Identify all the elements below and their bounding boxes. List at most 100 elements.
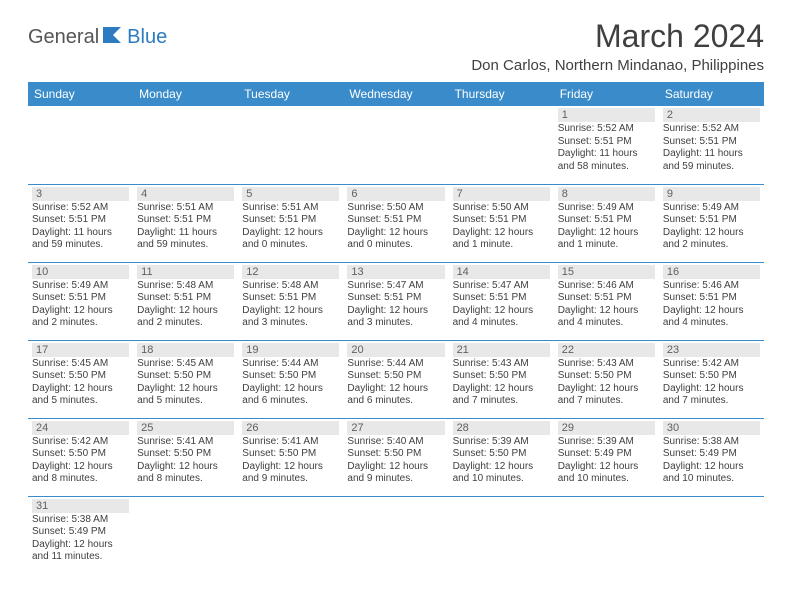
day-number: 10	[32, 265, 129, 279]
sunset-text: Sunset: 5:50 PM	[558, 370, 655, 383]
calendar-cell	[133, 106, 238, 184]
calendar-cell: 2Sunrise: 5:52 AMSunset: 5:51 PMDaylight…	[659, 106, 764, 184]
daylight-text: Daylight: 11 hours and 59 minutes.	[663, 148, 760, 173]
sunset-text: Sunset: 5:51 PM	[558, 214, 655, 227]
daylight-text: Daylight: 12 hours and 7 minutes.	[663, 383, 760, 408]
calendar-cell: 18Sunrise: 5:45 AMSunset: 5:50 PMDayligh…	[133, 340, 238, 418]
calendar-cell: 14Sunrise: 5:47 AMSunset: 5:51 PMDayligh…	[449, 262, 554, 340]
sunset-text: Sunset: 5:50 PM	[663, 370, 760, 383]
day-number: 18	[137, 343, 234, 357]
sunrise-text: Sunrise: 5:39 AM	[453, 436, 550, 449]
sunrise-text: Sunrise: 5:47 AM	[347, 280, 444, 293]
sunrise-text: Sunrise: 5:51 AM	[242, 202, 339, 215]
calendar-cell: 6Sunrise: 5:50 AMSunset: 5:51 PMDaylight…	[343, 184, 448, 262]
day-number: 4	[137, 187, 234, 201]
day-number: 3	[32, 187, 129, 201]
sunrise-text: Sunrise: 5:45 AM	[32, 358, 129, 371]
calendar-cell: 12Sunrise: 5:48 AMSunset: 5:51 PMDayligh…	[238, 262, 343, 340]
calendar-cell: 13Sunrise: 5:47 AMSunset: 5:51 PMDayligh…	[343, 262, 448, 340]
calendar-cell: 21Sunrise: 5:43 AMSunset: 5:50 PMDayligh…	[449, 340, 554, 418]
sunrise-text: Sunrise: 5:45 AM	[137, 358, 234, 371]
day-number: 30	[663, 421, 760, 435]
calendar-cell: 5Sunrise: 5:51 AMSunset: 5:51 PMDaylight…	[238, 184, 343, 262]
calendar-row: 3Sunrise: 5:52 AMSunset: 5:51 PMDaylight…	[28, 184, 764, 262]
day-number: 6	[347, 187, 444, 201]
calendar-cell: 11Sunrise: 5:48 AMSunset: 5:51 PMDayligh…	[133, 262, 238, 340]
daylight-text: Daylight: 12 hours and 7 minutes.	[453, 383, 550, 408]
day-number: 5	[242, 187, 339, 201]
day-number: 24	[32, 421, 129, 435]
daylight-text: Daylight: 12 hours and 0 minutes.	[347, 227, 444, 252]
sunrise-text: Sunrise: 5:52 AM	[663, 123, 760, 136]
day-number: 31	[32, 499, 129, 513]
day-number: 17	[32, 343, 129, 357]
calendar-cell: 20Sunrise: 5:44 AMSunset: 5:50 PMDayligh…	[343, 340, 448, 418]
sunrise-text: Sunrise: 5:52 AM	[558, 123, 655, 136]
daylight-text: Daylight: 12 hours and 9 minutes.	[347, 461, 444, 486]
calendar-row: 24Sunrise: 5:42 AMSunset: 5:50 PMDayligh…	[28, 418, 764, 496]
calendar-cell: 16Sunrise: 5:46 AMSunset: 5:51 PMDayligh…	[659, 262, 764, 340]
sunset-text: Sunset: 5:50 PM	[32, 370, 129, 383]
sunset-text: Sunset: 5:50 PM	[242, 370, 339, 383]
daylight-text: Daylight: 12 hours and 2 minutes.	[137, 305, 234, 330]
sunset-text: Sunset: 5:51 PM	[558, 292, 655, 305]
calendar-row: 1Sunrise: 5:52 AMSunset: 5:51 PMDaylight…	[28, 106, 764, 184]
logo-text-blue: Blue	[127, 26, 167, 49]
calendar-cell: 23Sunrise: 5:42 AMSunset: 5:50 PMDayligh…	[659, 340, 764, 418]
daylight-text: Daylight: 12 hours and 3 minutes.	[242, 305, 339, 330]
daylight-text: Daylight: 12 hours and 9 minutes.	[242, 461, 339, 486]
day-number: 12	[242, 265, 339, 279]
sunrise-text: Sunrise: 5:43 AM	[558, 358, 655, 371]
header: General Blue March 2024 Don Carlos, Nort…	[28, 18, 764, 74]
daylight-text: Daylight: 11 hours and 58 minutes.	[558, 148, 655, 173]
day-number: 13	[347, 265, 444, 279]
sunrise-text: Sunrise: 5:48 AM	[137, 280, 234, 293]
sunset-text: Sunset: 5:49 PM	[663, 448, 760, 461]
sunset-text: Sunset: 5:51 PM	[137, 292, 234, 305]
day-number: 8	[558, 187, 655, 201]
sunrise-text: Sunrise: 5:41 AM	[242, 436, 339, 449]
calendar-cell	[343, 106, 448, 184]
calendar-row: 10Sunrise: 5:49 AMSunset: 5:51 PMDayligh…	[28, 262, 764, 340]
calendar-cell: 1Sunrise: 5:52 AMSunset: 5:51 PMDaylight…	[554, 106, 659, 184]
calendar-cell	[343, 496, 448, 574]
daylight-text: Daylight: 12 hours and 1 minute.	[558, 227, 655, 252]
day-number: 28	[453, 421, 550, 435]
calendar-cell	[28, 106, 133, 184]
day-number: 26	[242, 421, 339, 435]
sunrise-text: Sunrise: 5:38 AM	[32, 514, 129, 527]
sunrise-text: Sunrise: 5:48 AM	[242, 280, 339, 293]
sunset-text: Sunset: 5:51 PM	[663, 214, 760, 227]
sunrise-text: Sunrise: 5:46 AM	[558, 280, 655, 293]
daylight-text: Daylight: 12 hours and 11 minutes.	[32, 539, 129, 564]
sunset-text: Sunset: 5:50 PM	[242, 448, 339, 461]
sunrise-text: Sunrise: 5:49 AM	[663, 202, 760, 215]
daylight-text: Daylight: 12 hours and 10 minutes.	[558, 461, 655, 486]
daylight-text: Daylight: 12 hours and 10 minutes.	[663, 461, 760, 486]
sunrise-text: Sunrise: 5:40 AM	[347, 436, 444, 449]
sunrise-text: Sunrise: 5:50 AM	[347, 202, 444, 215]
daylight-text: Daylight: 11 hours and 59 minutes.	[137, 227, 234, 252]
sunset-text: Sunset: 5:49 PM	[558, 448, 655, 461]
logo: General Blue	[28, 26, 167, 49]
sunset-text: Sunset: 5:51 PM	[32, 214, 129, 227]
daylight-text: Daylight: 12 hours and 3 minutes.	[347, 305, 444, 330]
sunset-text: Sunset: 5:51 PM	[453, 292, 550, 305]
daylight-text: Daylight: 12 hours and 6 minutes.	[347, 383, 444, 408]
day-number: 11	[137, 265, 234, 279]
daylight-text: Daylight: 12 hours and 8 minutes.	[32, 461, 129, 486]
daylight-text: Daylight: 12 hours and 0 minutes.	[242, 227, 339, 252]
calendar-cell: 31Sunrise: 5:38 AMSunset: 5:49 PMDayligh…	[28, 496, 133, 574]
col-monday: Monday	[133, 82, 238, 106]
sunset-text: Sunset: 5:50 PM	[32, 448, 129, 461]
sunrise-text: Sunrise: 5:50 AM	[453, 202, 550, 215]
sunrise-text: Sunrise: 5:47 AM	[453, 280, 550, 293]
sunrise-text: Sunrise: 5:41 AM	[137, 436, 234, 449]
sunrise-text: Sunrise: 5:43 AM	[453, 358, 550, 371]
sunset-text: Sunset: 5:50 PM	[137, 370, 234, 383]
calendar-cell: 15Sunrise: 5:46 AMSunset: 5:51 PMDayligh…	[554, 262, 659, 340]
day-number: 27	[347, 421, 444, 435]
sunrise-text: Sunrise: 5:42 AM	[663, 358, 760, 371]
sunrise-text: Sunrise: 5:39 AM	[558, 436, 655, 449]
calendar-cell: 7Sunrise: 5:50 AMSunset: 5:51 PMDaylight…	[449, 184, 554, 262]
